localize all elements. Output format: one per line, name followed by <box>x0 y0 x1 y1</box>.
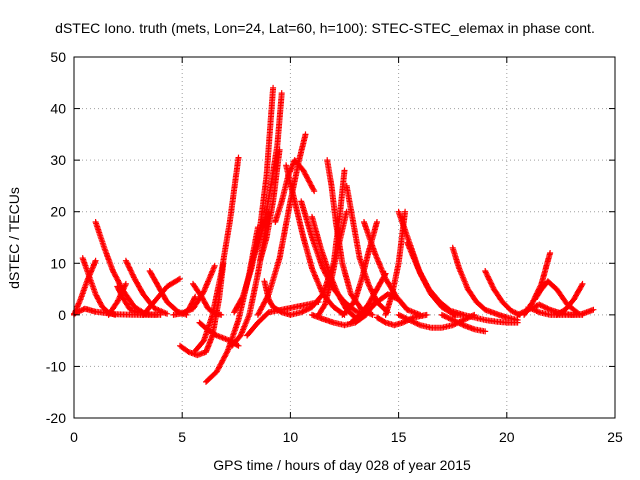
data-series <box>438 311 489 335</box>
y-tick-label: 30 <box>50 152 66 168</box>
series-markers <box>192 154 242 354</box>
plot-frame <box>73 56 616 419</box>
plot-area <box>71 84 597 385</box>
x-axis-label: GPS time / hours of day 028 of year 2015 <box>213 457 471 473</box>
axis-ticks: 0 5 10 15 20 25 -20 -10 0 10 20 30 40 50 <box>46 49 623 445</box>
x-tick-label: 5 <box>178 429 186 445</box>
data-series <box>482 268 523 318</box>
series-markers <box>482 268 523 318</box>
series-markers <box>122 257 171 317</box>
series-markers <box>257 146 283 264</box>
series-markers <box>404 239 467 318</box>
series-markers <box>553 280 586 318</box>
data-series <box>404 239 467 318</box>
series-markers <box>179 293 199 317</box>
series-markers <box>324 157 376 318</box>
data-series <box>283 162 348 318</box>
y-tick-label: -10 <box>46 358 66 374</box>
data-series <box>257 146 283 264</box>
y-tick-label: 0 <box>58 307 66 323</box>
x-tick-label: 0 <box>70 429 78 445</box>
data-series <box>244 299 322 339</box>
series-markers <box>449 244 521 323</box>
data-series <box>122 257 171 317</box>
data-series <box>324 157 376 318</box>
y-tick-label: -20 <box>46 410 66 426</box>
y-tick-label: 50 <box>50 49 66 65</box>
grid <box>74 57 615 418</box>
x-tick-label: 25 <box>607 429 623 445</box>
data-series <box>553 280 586 318</box>
x-tick-label: 20 <box>499 429 515 445</box>
data-series <box>179 293 199 317</box>
series-markers <box>244 299 322 339</box>
chart-title: dSTEC Iono. truth (mets, Lon=24, Lat=60,… <box>55 20 595 36</box>
x-tick-label: 15 <box>391 429 407 445</box>
data-series <box>449 311 521 326</box>
data-series <box>192 154 242 354</box>
x-tick-label: 10 <box>283 429 299 445</box>
y-tick-label: 20 <box>50 204 66 220</box>
y-tick-label: 10 <box>50 255 66 271</box>
series-markers <box>283 162 348 318</box>
data-series <box>449 244 521 323</box>
y-axis-label: dSTEC / TECUs <box>6 187 22 289</box>
series-markers <box>438 311 489 335</box>
y-tick-label: 40 <box>50 101 66 117</box>
series-markers <box>449 311 521 326</box>
